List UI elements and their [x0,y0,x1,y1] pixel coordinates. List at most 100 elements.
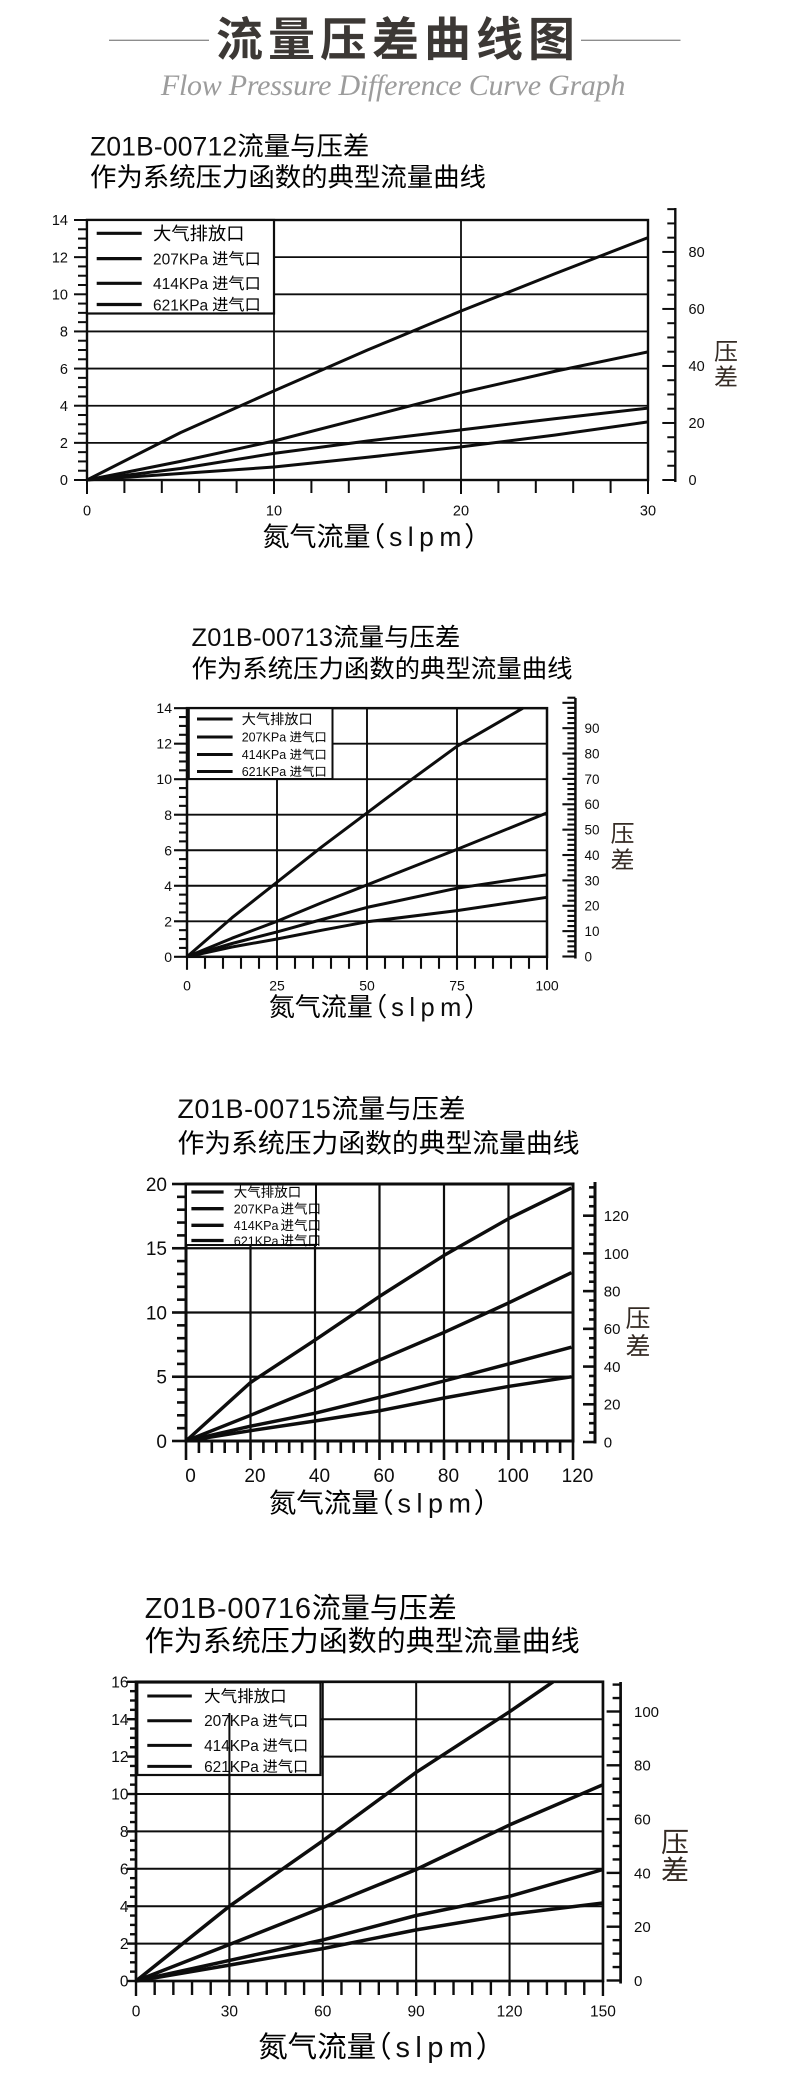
svg-text:6: 6 [164,842,172,858]
svg-text:0: 0 [634,1973,642,1990]
svg-text:0: 0 [689,473,697,489]
svg-text:621KPa: 621KPa [204,1759,259,1776]
svg-text:207KPa: 207KPa [234,1203,279,1217]
svg-text:20: 20 [453,504,469,520]
svg-text:Flow Pressure Difference Curve: Flow Pressure Difference Curve Graph [160,69,625,102]
svg-text:150: 150 [590,2003,616,2020]
svg-text:621KPa: 621KPa [153,297,209,314]
svg-text:50: 50 [359,978,375,994]
svg-text:0: 0 [183,978,191,994]
svg-text:414KPa: 414KPa [242,748,287,762]
svg-text:414KPa: 414KPa [204,1738,259,1755]
svg-text:0: 0 [156,1432,167,1453]
svg-text:Z01B-00716: Z01B-00716 [145,1593,312,1625]
svg-text:0: 0 [132,2003,141,2020]
svg-text:slpm: slpm [391,994,467,1022]
svg-text:70: 70 [585,772,600,787]
svg-text:0: 0 [60,473,68,489]
svg-text:6: 6 [60,362,68,378]
svg-text:10: 10 [111,1787,129,1804]
svg-text:60: 60 [604,1321,621,1338]
svg-text:60: 60 [689,302,705,318]
svg-text:16: 16 [111,1674,128,1691]
svg-text:slpm: slpm [395,2032,478,2064]
svg-text:Z01B-00715: Z01B-00715 [178,1094,332,1124]
svg-text:slpm: slpm [389,522,467,552]
svg-text:14: 14 [52,213,68,229]
svg-text:414KPa: 414KPa [153,276,209,293]
svg-text:20: 20 [689,416,705,432]
svg-text:15: 15 [146,1239,167,1260]
svg-text:80: 80 [634,1758,651,1775]
svg-text:10: 10 [156,771,172,787]
svg-text:90: 90 [408,2003,426,2020]
svg-text:40: 40 [585,848,600,863]
svg-text:20: 20 [146,1175,167,1196]
svg-text:2: 2 [120,1936,129,1953]
svg-text:Z01B-00713: Z01B-00713 [192,624,334,652]
svg-text:Z01B-00712: Z01B-00712 [90,131,237,161]
svg-text:8: 8 [120,1824,129,1841]
svg-text:621KPa: 621KPa [242,765,287,779]
svg-text:8: 8 [164,807,172,823]
svg-text:40: 40 [604,1359,621,1376]
svg-text:75: 75 [449,978,465,994]
svg-text:50: 50 [585,823,600,838]
svg-text:100: 100 [604,1246,629,1263]
svg-text:120: 120 [497,2003,523,2020]
svg-text:100: 100 [634,1704,659,1721]
svg-text:80: 80 [689,245,705,261]
svg-text:207KPa: 207KPa [153,251,209,268]
svg-text:10: 10 [585,924,600,939]
svg-text:120: 120 [562,1466,594,1487]
svg-text:12: 12 [52,250,68,266]
svg-text:40: 40 [309,1466,330,1487]
svg-text:100: 100 [497,1466,529,1487]
svg-text:20: 20 [604,1397,621,1414]
svg-text:12: 12 [156,736,172,752]
svg-text:0: 0 [83,504,91,520]
svg-text:0: 0 [164,949,172,965]
svg-text:30: 30 [585,873,600,888]
svg-text:207KPa: 207KPa [204,1713,259,1730]
svg-text:4: 4 [60,399,68,415]
svg-text:25: 25 [269,978,285,994]
svg-text:414KPa: 414KPa [234,1219,279,1233]
svg-text:40: 40 [634,1865,651,1882]
svg-text:621KPa: 621KPa [234,1234,279,1248]
svg-text:20: 20 [634,1919,651,1936]
svg-text:2: 2 [164,913,172,929]
svg-text:5: 5 [156,1368,167,1389]
svg-text:80: 80 [604,1284,621,1301]
svg-text:20: 20 [585,899,600,914]
svg-text:80: 80 [585,746,600,761]
svg-text:20: 20 [244,1466,265,1487]
svg-text:8: 8 [60,325,68,341]
svg-text:60: 60 [585,797,600,812]
svg-text:30: 30 [640,504,656,520]
svg-text:90: 90 [585,721,600,736]
svg-text:207KPa: 207KPa [242,730,287,744]
svg-text:14: 14 [156,700,172,716]
svg-text:80: 80 [438,1466,459,1487]
svg-text:14: 14 [111,1712,129,1729]
svg-text:4: 4 [120,1899,129,1916]
svg-text:0: 0 [604,1434,612,1451]
svg-text:10: 10 [146,1303,167,1324]
svg-text:0: 0 [585,949,593,964]
svg-text:30: 30 [221,2003,239,2020]
svg-text:0: 0 [185,1466,196,1487]
svg-text:2: 2 [60,436,68,452]
svg-text:60: 60 [314,2003,332,2020]
svg-text:12: 12 [111,1749,128,1766]
svg-text:0: 0 [120,1974,129,1991]
svg-text:6: 6 [120,1861,129,1878]
svg-text:4: 4 [164,878,172,894]
svg-text:100: 100 [535,978,559,994]
svg-text:120: 120 [604,1208,629,1225]
svg-text:60: 60 [373,1466,394,1487]
svg-text:10: 10 [52,288,68,304]
svg-text:slpm: slpm [398,1489,477,1519]
svg-text:60: 60 [634,1812,651,1829]
svg-text:10: 10 [266,504,282,520]
